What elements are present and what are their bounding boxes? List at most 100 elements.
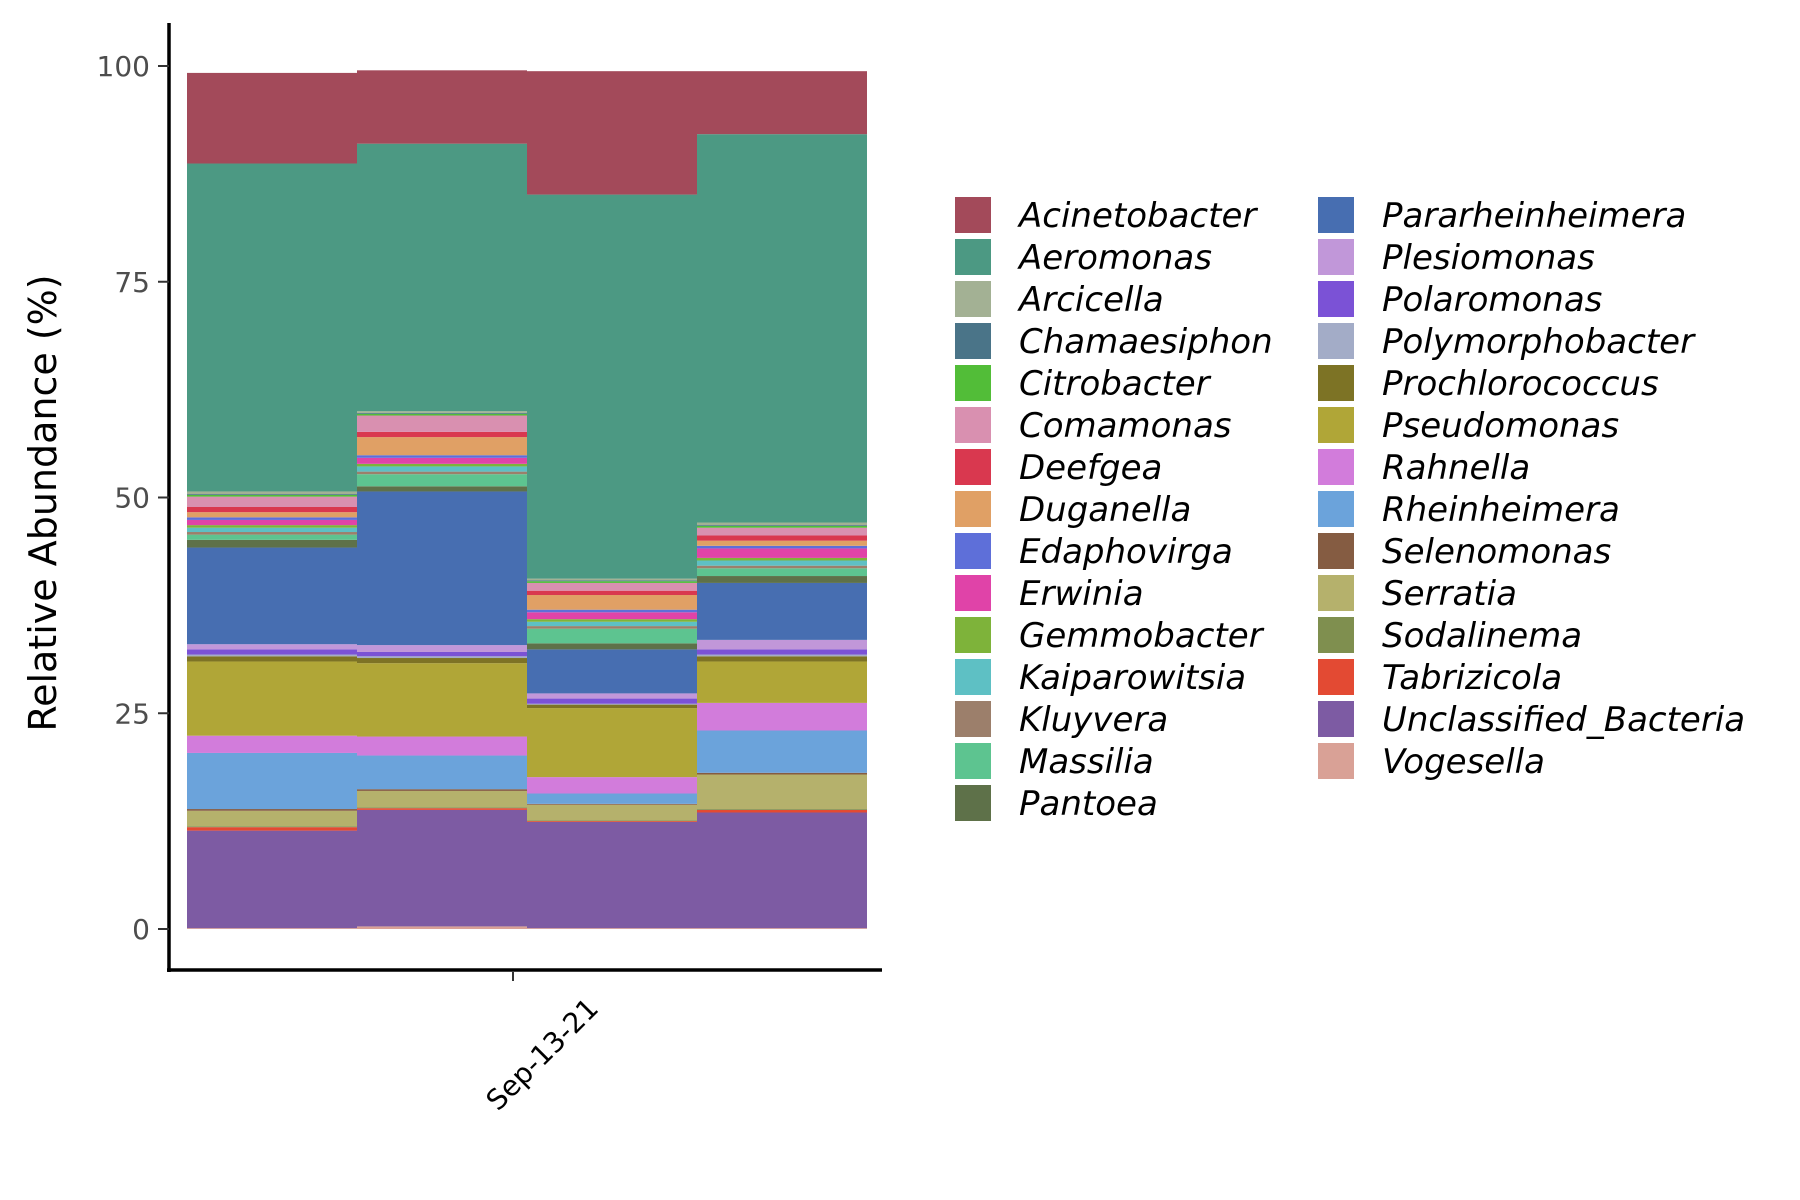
- x-tick-label: Sep-13-21: [480, 992, 605, 1117]
- legend-item-rheinheimera: Rheinheimera: [1318, 490, 1620, 530]
- legend-label: Tabrizicola: [1382, 658, 1562, 698]
- bar-segment-pseudomonas: [527, 708, 697, 778]
- legend-label: Rheinheimera: [1382, 490, 1620, 530]
- bar-segment-duganella: [357, 437, 527, 456]
- legend-item-aeromonas: Aeromonas: [955, 238, 1212, 278]
- legend-item-massilia: Massilia: [955, 742, 1154, 782]
- legend-label: Gemmobacter: [1019, 616, 1265, 656]
- legend-label: Kaiparowitsia: [1019, 658, 1246, 698]
- bar-segment-chamaesiphon: [697, 525, 867, 526]
- legend-label: Comamonas: [1019, 406, 1232, 446]
- bar-segment-polymorphobacter: [357, 656, 527, 659]
- bar-segment-serratia: [357, 790, 527, 808]
- bar-segment-aeromonas: [187, 163, 357, 492]
- legend-swatch: [955, 197, 991, 233]
- bar-segment-polymorphobacter: [187, 654, 357, 657]
- legend-swatch: [955, 701, 991, 737]
- bar-segment-acinetobacter: [357, 70, 527, 144]
- legend-swatch: [955, 281, 991, 317]
- bar-segment-kluyvera: [357, 471, 527, 475]
- bar-segment-vogesella: [187, 928, 357, 929]
- legend-label: Acinetobacter: [1017, 196, 1258, 236]
- bar-segment-edaphovirga: [697, 545, 867, 549]
- bar-segment-pseudomonas: [187, 661, 357, 736]
- legend-item-deefgea: Deefgea: [955, 448, 1162, 488]
- bar-segment-pararheinheimera: [187, 547, 357, 645]
- legend-label: Pantoea: [1019, 784, 1158, 824]
- bar-segment-edaphovirga: [187, 517, 357, 520]
- bar-segment-selenomonas: [357, 789, 527, 791]
- bar-segment-rheinheimera: [697, 730, 867, 773]
- legend-item-sodalinema: Sodalinema: [1318, 616, 1582, 656]
- bar-segment-citrobacter: [527, 581, 697, 583]
- legend-label: Chamaesiphon: [1019, 322, 1273, 362]
- bar-segment-erwinia: [187, 519, 357, 526]
- bar-segment-citrobacter: [357, 413, 527, 416]
- bar-segment-chamaesiphon: [187, 494, 357, 495]
- bar-segment-plesiomonas: [357, 645, 527, 652]
- legend-item-acinetobacter: Acinetobacter: [955, 196, 1258, 236]
- bar-segment-kluyvera: [527, 626, 697, 629]
- bar-segment-deefgea: [357, 431, 527, 438]
- bar-segment-edaphovirga: [357, 455, 527, 458]
- legend-swatch: [1318, 743, 1354, 779]
- bar-segment-duganella: [697, 540, 867, 546]
- bar-segment-unclassified-bacteria: [527, 821, 697, 929]
- bar-segment-kaiparowitsia: [357, 466, 527, 472]
- bar-segment-comamonas: [357, 415, 527, 432]
- bar-segment-aeromonas: [527, 194, 697, 579]
- bar-segment-sodalinema: [357, 807, 527, 809]
- bar-segment-pseudomonas: [357, 663, 527, 737]
- legend-swatch: [955, 449, 991, 485]
- legend-item-erwinia: Erwinia: [955, 574, 1144, 614]
- legend-item-citrobacter: Citrobacter: [955, 364, 1212, 404]
- legend-item-polaromonas: Polaromonas: [1318, 280, 1602, 320]
- bar-segment-deefgea: [527, 590, 697, 596]
- bar-segment-comamonas: [527, 582, 697, 591]
- legend-label: Rahnella: [1382, 448, 1530, 488]
- bar-segment-gemmobacter: [697, 557, 867, 561]
- legend-item-edaphovirga: Edaphovirga: [955, 532, 1233, 572]
- legend-swatch: [955, 659, 991, 695]
- legend-swatch: [1318, 449, 1354, 485]
- legend-label: Unclassified_Bacteria: [1382, 700, 1745, 740]
- legend-item-chamaesiphon: Chamaesiphon: [955, 322, 1273, 362]
- y-tick-label: 75: [114, 266, 150, 299]
- bar-segment-pararheinheimera: [527, 649, 697, 694]
- bar-segment-gemmobacter: [527, 619, 697, 622]
- bar-segment-massilia: [527, 628, 697, 644]
- bar-segment-massilia: [187, 534, 357, 540]
- legend-item-prochlorococcus: Prochlorococcus: [1318, 364, 1659, 404]
- legend-label: Polaromonas: [1382, 280, 1602, 320]
- legend-swatch: [955, 533, 991, 569]
- bar-segment-erwinia: [357, 457, 527, 464]
- bar-segment-arcicella: [187, 491, 357, 495]
- bar-segment-duganella: [527, 595, 697, 610]
- bar-segment-gemmobacter: [357, 463, 527, 467]
- legend-label: Vogesella: [1382, 742, 1545, 782]
- bar-segment-polaromonas: [357, 651, 527, 657]
- bar-segment-prochlorococcus: [187, 656, 357, 662]
- legend-item-comamonas: Comamonas: [955, 406, 1232, 446]
- bar-segment-deefgea: [187, 506, 357, 513]
- bar-segment-vogesella: [357, 926, 527, 929]
- bar-segment-serratia: [527, 804, 697, 821]
- bar-segment-kaiparowitsia: [697, 560, 867, 566]
- bar-segment-unclassified-bacteria: [697, 812, 867, 929]
- legend-swatch: [1318, 617, 1354, 653]
- bar-segment-tabrizicola: [187, 827, 357, 831]
- y-axis-title: Relative Abundance (%): [21, 274, 65, 731]
- legend-swatch: [955, 743, 991, 779]
- bar-segment-acinetobacter: [697, 71, 867, 135]
- y-tick-label: 50: [114, 482, 150, 515]
- bar-segment-kaiparowitsia: [527, 621, 697, 627]
- bar-segment-prochlorococcus: [357, 658, 527, 664]
- bar-segment-chamaesiphon: [527, 580, 697, 582]
- legend-label: Massilia: [1019, 742, 1154, 782]
- legend-label: Sodalinema: [1382, 616, 1582, 656]
- y-tick-label: 25: [114, 697, 150, 730]
- legend-swatch: [1318, 323, 1354, 359]
- legend-swatch: [1318, 407, 1354, 443]
- bar-segment-rahnella: [187, 735, 357, 753]
- bar-segment-tabrizicola: [357, 808, 527, 810]
